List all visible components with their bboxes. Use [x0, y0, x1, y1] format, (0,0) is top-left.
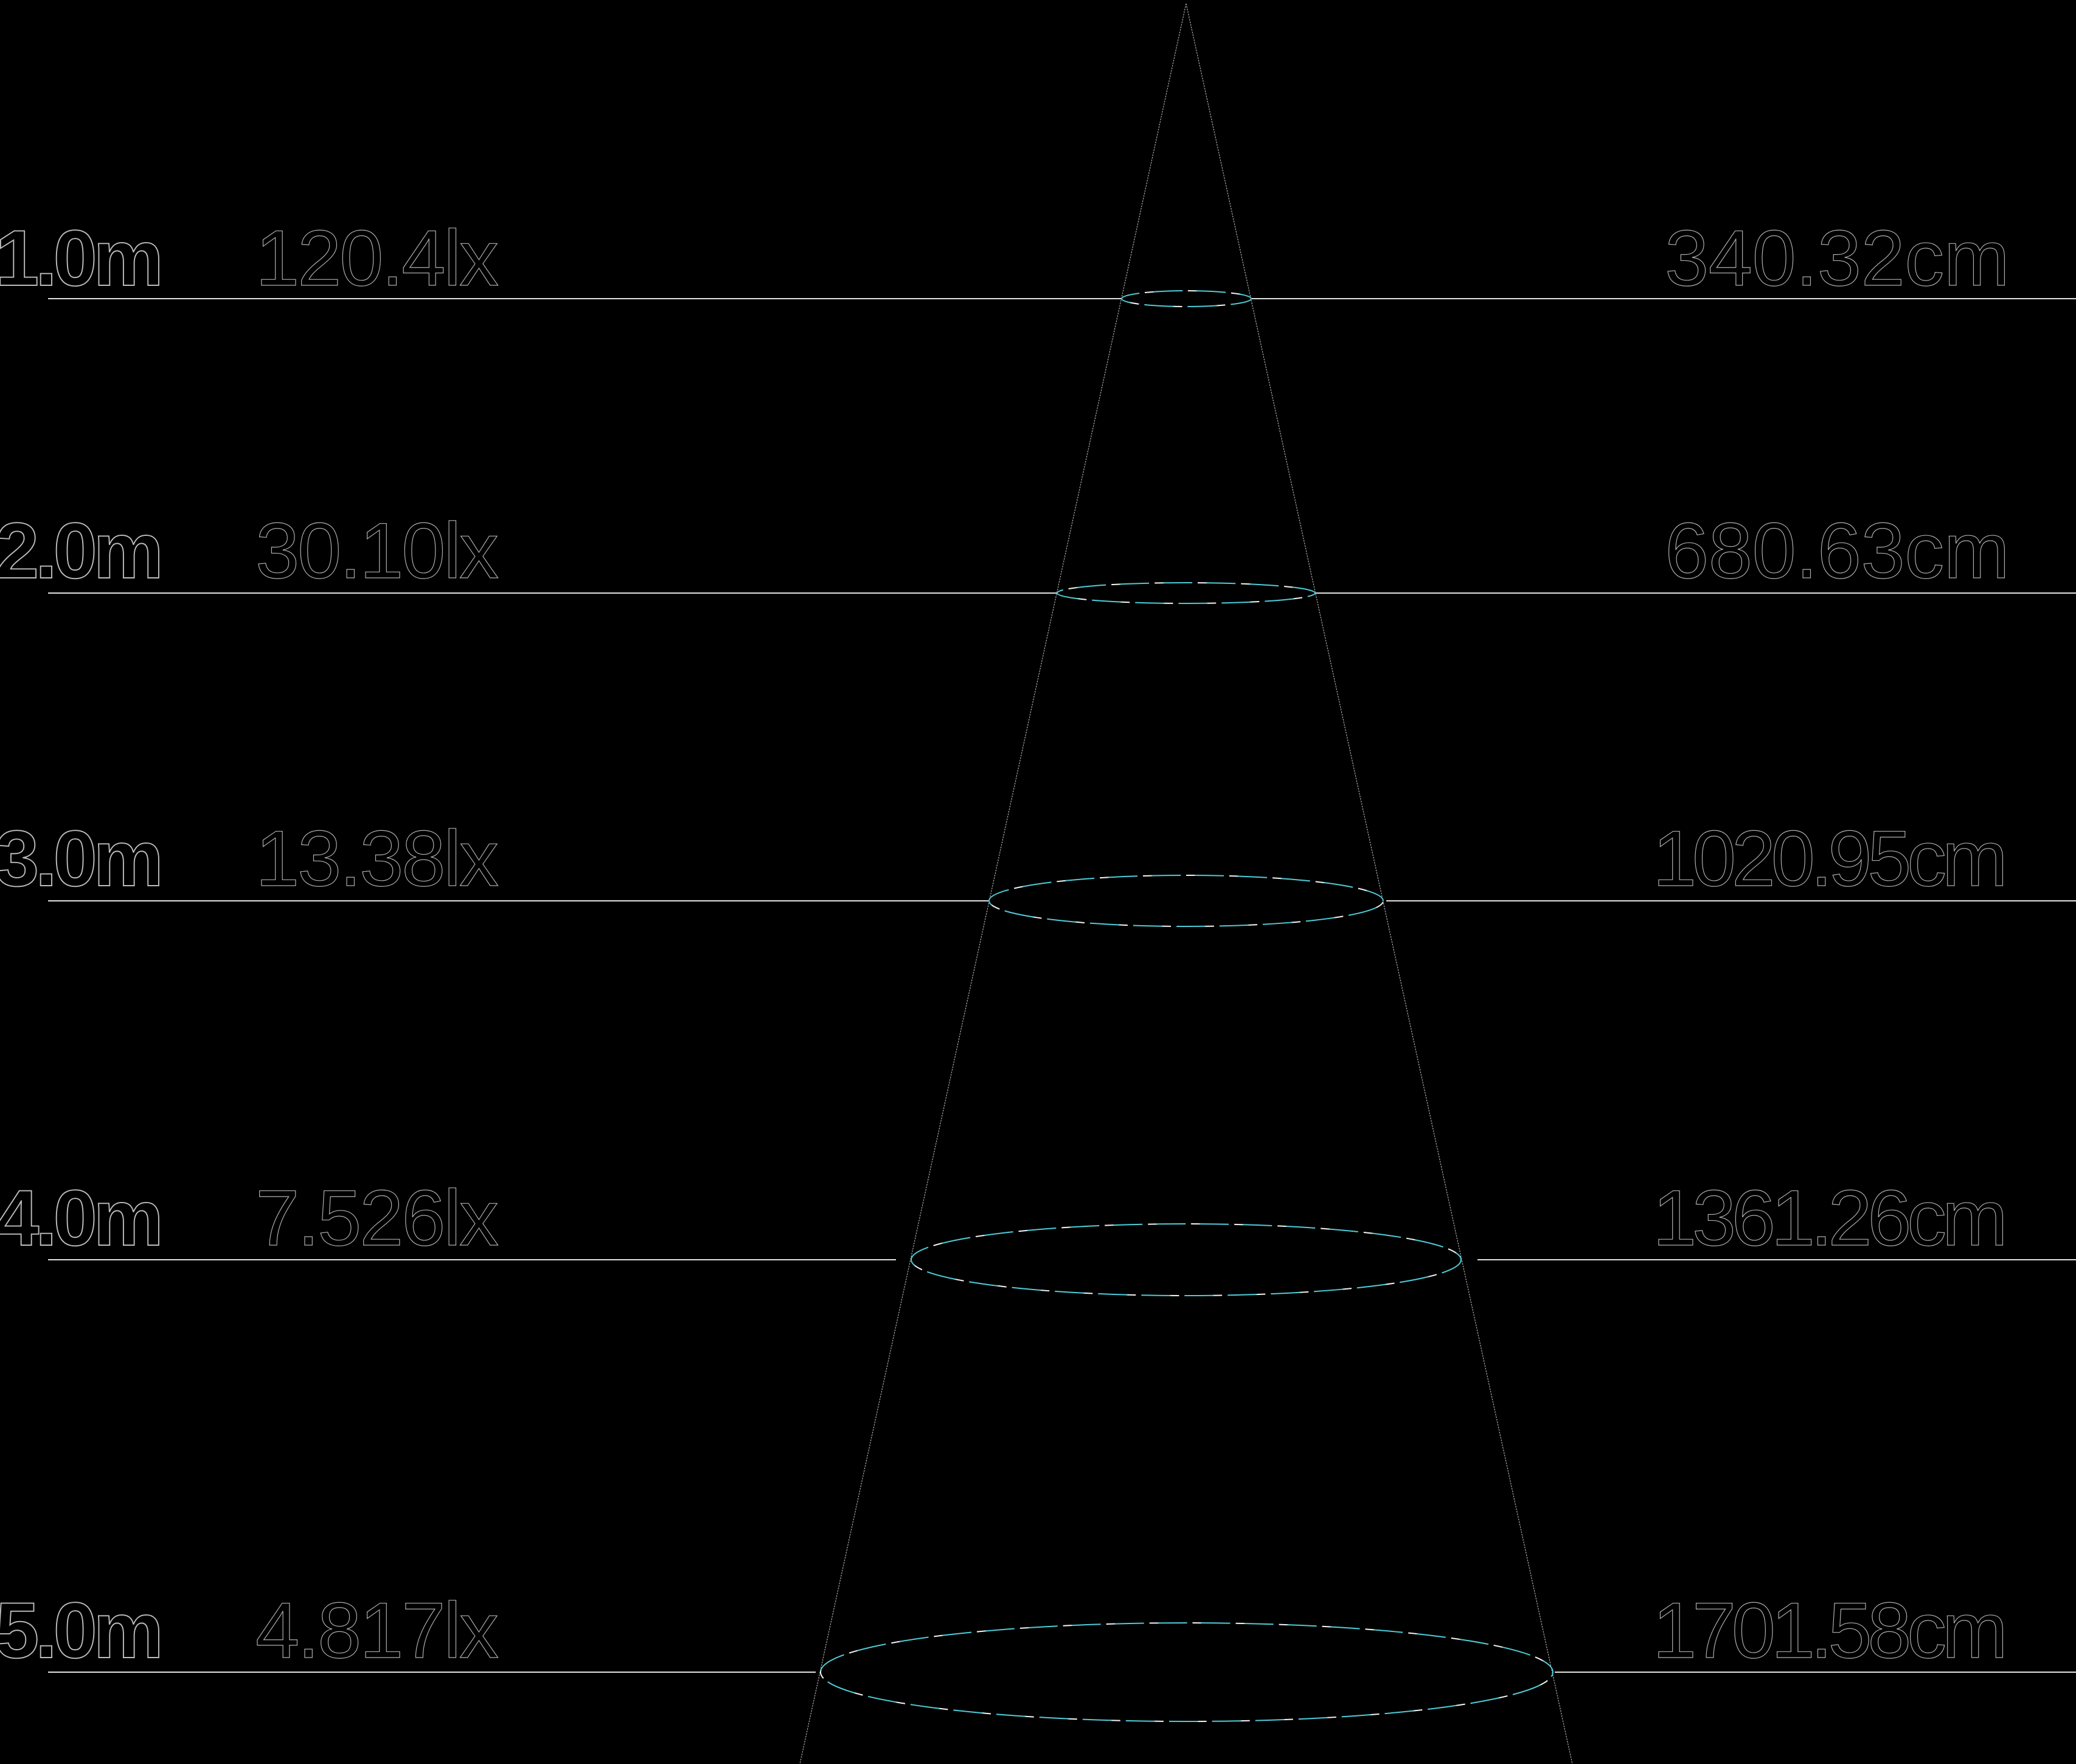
svg-text:7.526lx: 7.526lx [255, 1173, 499, 1262]
svg-text:1701.58cm: 1701.58cm [1653, 1586, 2008, 1675]
svg-text:5.0m: 5.0m [0, 1586, 164, 1675]
svg-text:1.0m: 1.0m [0, 214, 164, 302]
svg-text:120.4lx: 120.4lx [255, 214, 499, 302]
svg-text:680.63cm: 680.63cm [1665, 506, 2010, 595]
svg-text:13.38lx: 13.38lx [255, 814, 499, 903]
svg-text:340.32cm: 340.32cm [1665, 214, 2010, 302]
svg-text:1361.26cm: 1361.26cm [1653, 1173, 2008, 1262]
svg-text:3.0m: 3.0m [0, 814, 164, 903]
svg-text:2.0m: 2.0m [0, 506, 164, 595]
svg-text:4.817lx: 4.817lx [255, 1586, 499, 1675]
svg-text:30.10lx: 30.10lx [255, 506, 499, 595]
svg-text:1020.95cm: 1020.95cm [1653, 814, 2008, 903]
svg-text:4.0m: 4.0m [0, 1173, 164, 1262]
